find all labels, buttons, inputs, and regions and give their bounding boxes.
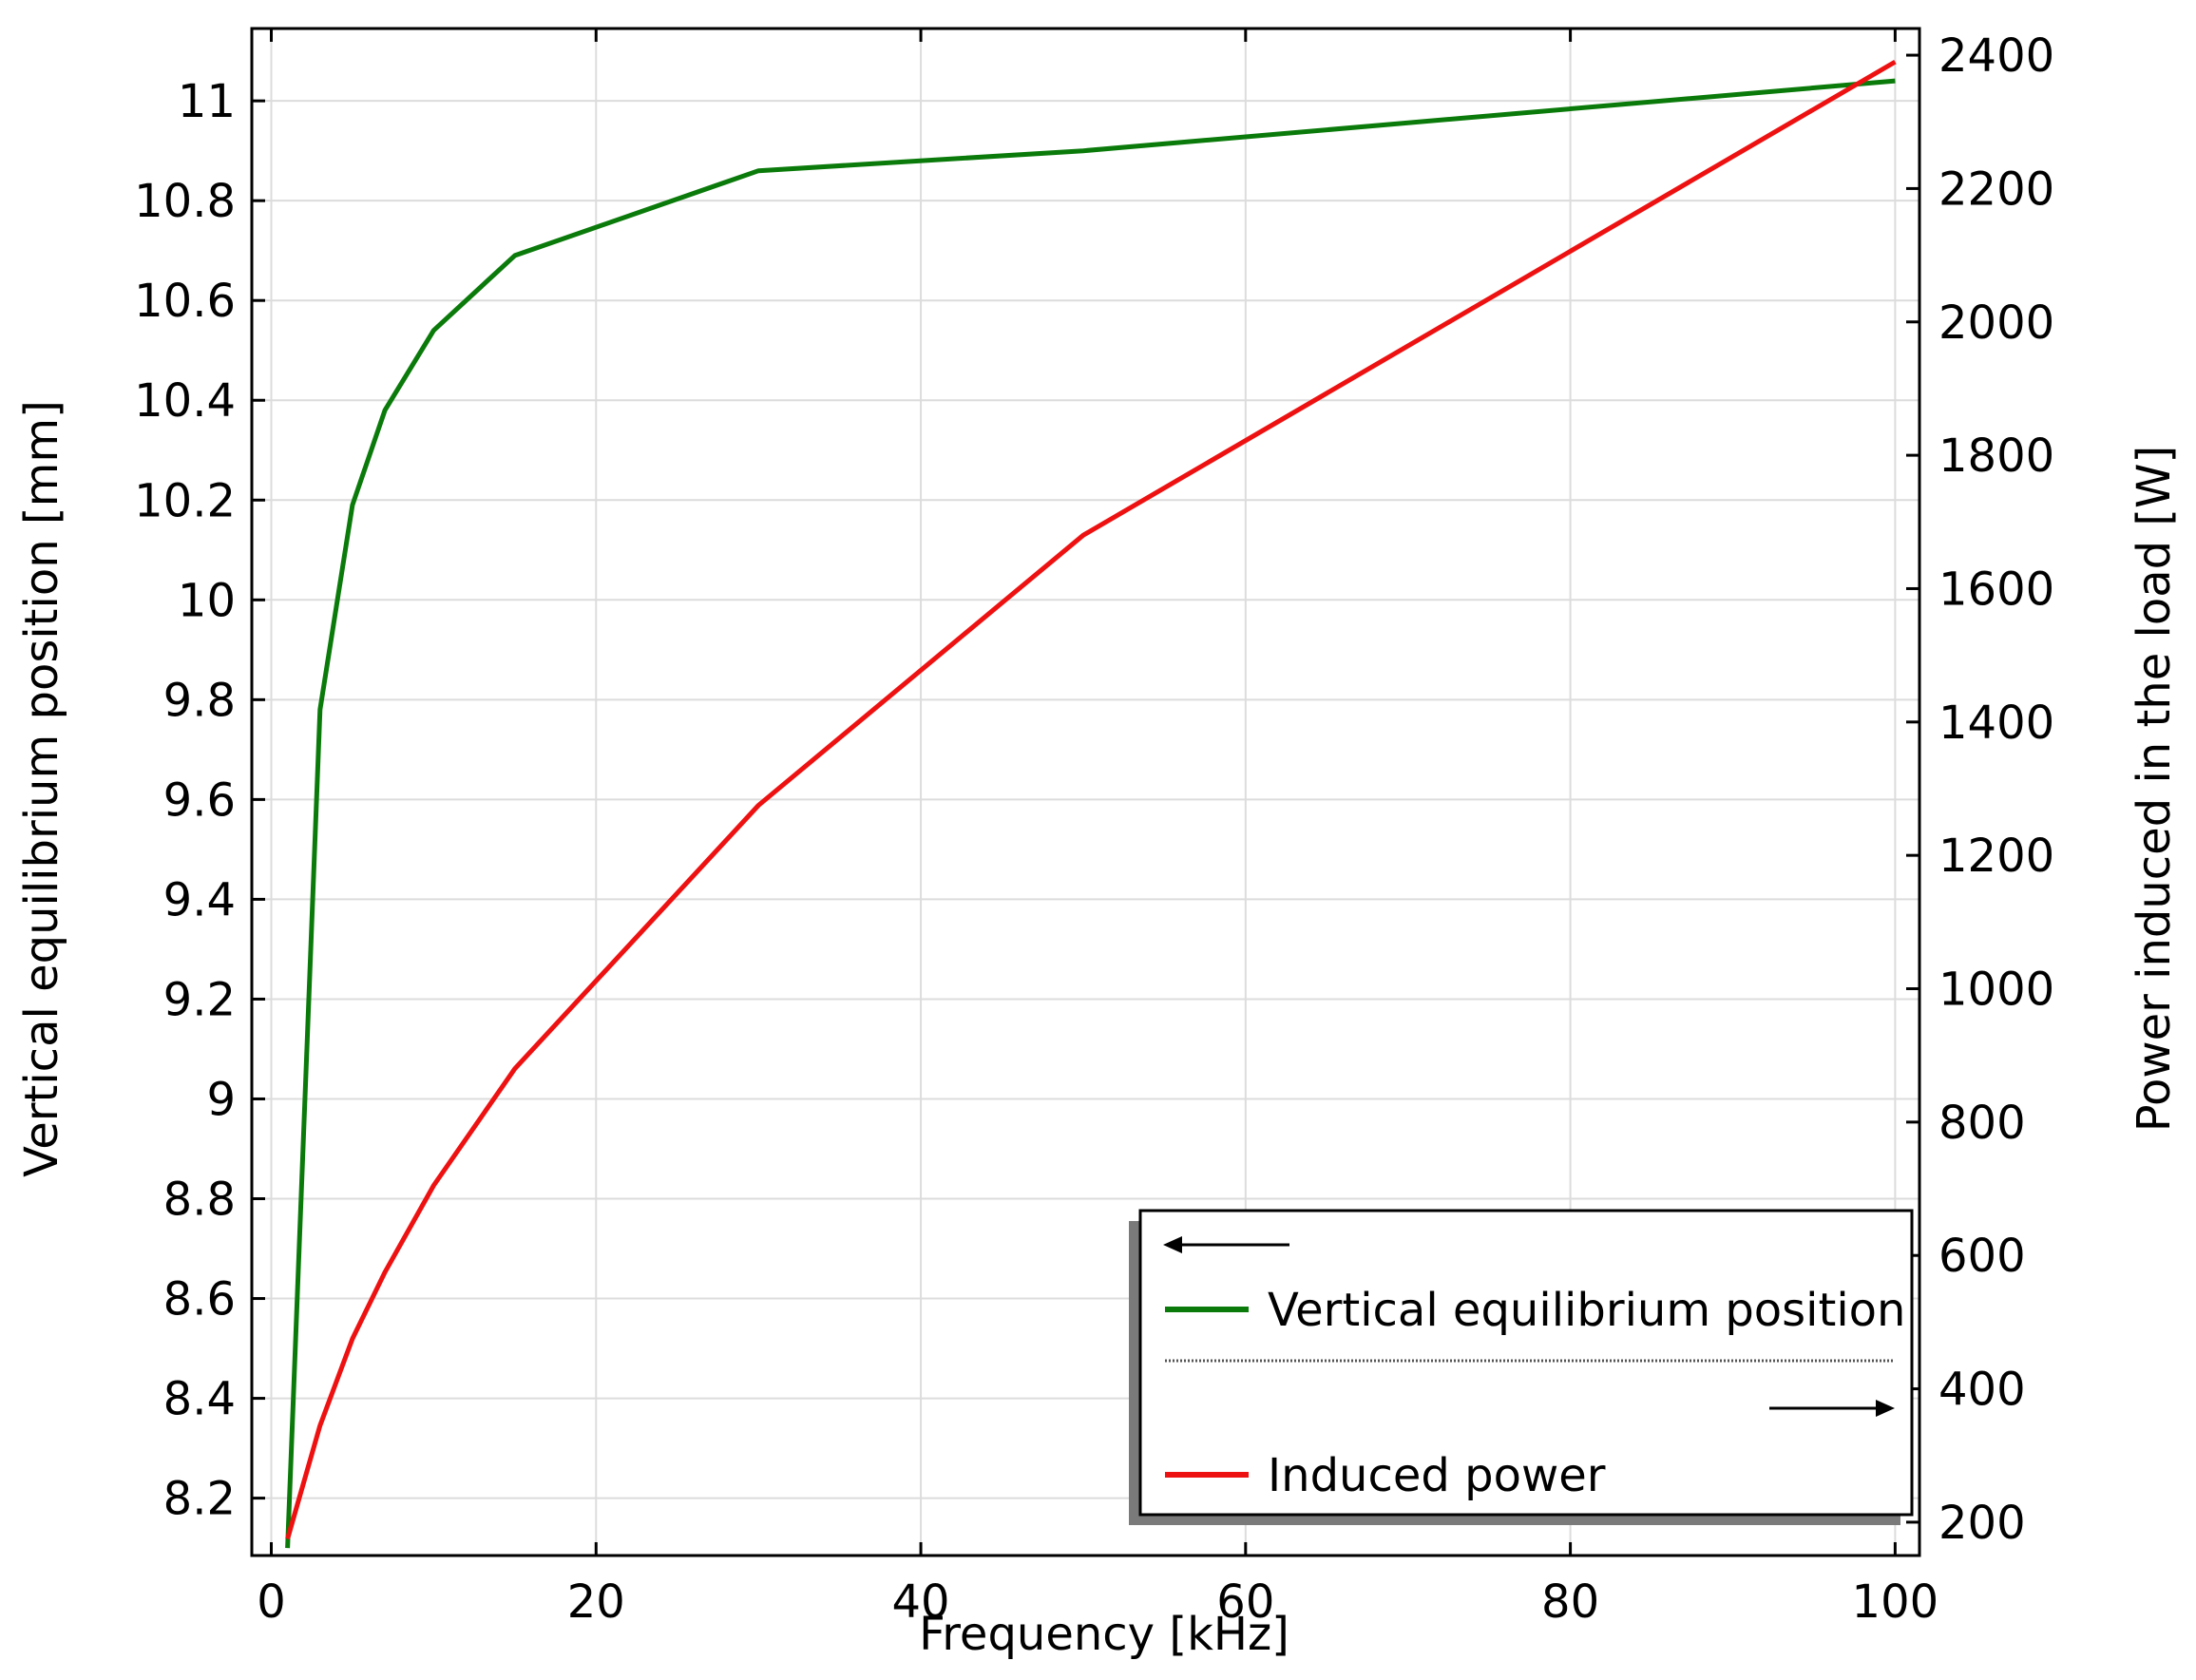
y-right-tick-label: 2400 — [1938, 29, 2054, 83]
y-left-tick-label: 8.2 — [163, 1473, 236, 1526]
legend: Vertical equilibrium position Induced po… — [1129, 1211, 1912, 1525]
legend-label-induced-power: Induced power — [1268, 1449, 1606, 1502]
y-right-tick-label: 2000 — [1938, 296, 2054, 350]
x-tick-label: 0 — [257, 1575, 286, 1629]
y-left-tick-label: 8.6 — [163, 1273, 236, 1327]
y-right-tick-label: 1200 — [1938, 830, 2054, 883]
y-left-tick-label: 8.4 — [163, 1373, 236, 1426]
y-left-tick-label: 9.4 — [163, 873, 236, 926]
y-left-tick-label: 10.8 — [134, 175, 236, 228]
y-right-tick-label: 1600 — [1938, 563, 2054, 616]
legend-label-vertical-equilibrium-position: Vertical equilibrium position — [1268, 1284, 1905, 1337]
y-right-tick-label: 400 — [1938, 1364, 2026, 1417]
y-right-tick-label: 800 — [1938, 1097, 2026, 1150]
y-right-tick-label: 600 — [1938, 1230, 2026, 1283]
y-left-tick-label: 10.4 — [134, 374, 236, 428]
y-left-tick-label: 10.6 — [134, 275, 236, 328]
y-axis-left-title: Vertical equilibrium position [mm] — [15, 400, 68, 1177]
y-left-tick-label: 10.2 — [134, 474, 236, 527]
x-tick-label: 100 — [1852, 1575, 1939, 1629]
x-axis-title: Frequency [kHz] — [919, 1608, 1289, 1661]
y-left-tick-label: 9.2 — [163, 973, 236, 1026]
x-tick-label: 20 — [567, 1575, 625, 1629]
y-left-tick-label: 9.6 — [163, 773, 236, 827]
y-right-tick-label: 1800 — [1938, 430, 2054, 483]
x-tick-label: 80 — [1541, 1575, 1599, 1629]
y-right-tick-label: 1000 — [1938, 964, 2054, 1017]
y-right-tick-label: 1400 — [1938, 697, 2054, 750]
y-right-tick-label: 2200 — [1938, 162, 2054, 216]
y-left-tick-label: 8.8 — [163, 1174, 236, 1227]
y-left-tick-label: 10 — [178, 574, 236, 627]
y-left-tick-label: 9.8 — [163, 674, 236, 727]
y-right-tick-label: 200 — [1938, 1497, 2026, 1550]
y-axis-right-title: Power induced in the load [W] — [2128, 446, 2181, 1132]
y-left-tick-label: 9 — [206, 1073, 236, 1126]
y-left-tick-label: 11 — [178, 75, 236, 128]
